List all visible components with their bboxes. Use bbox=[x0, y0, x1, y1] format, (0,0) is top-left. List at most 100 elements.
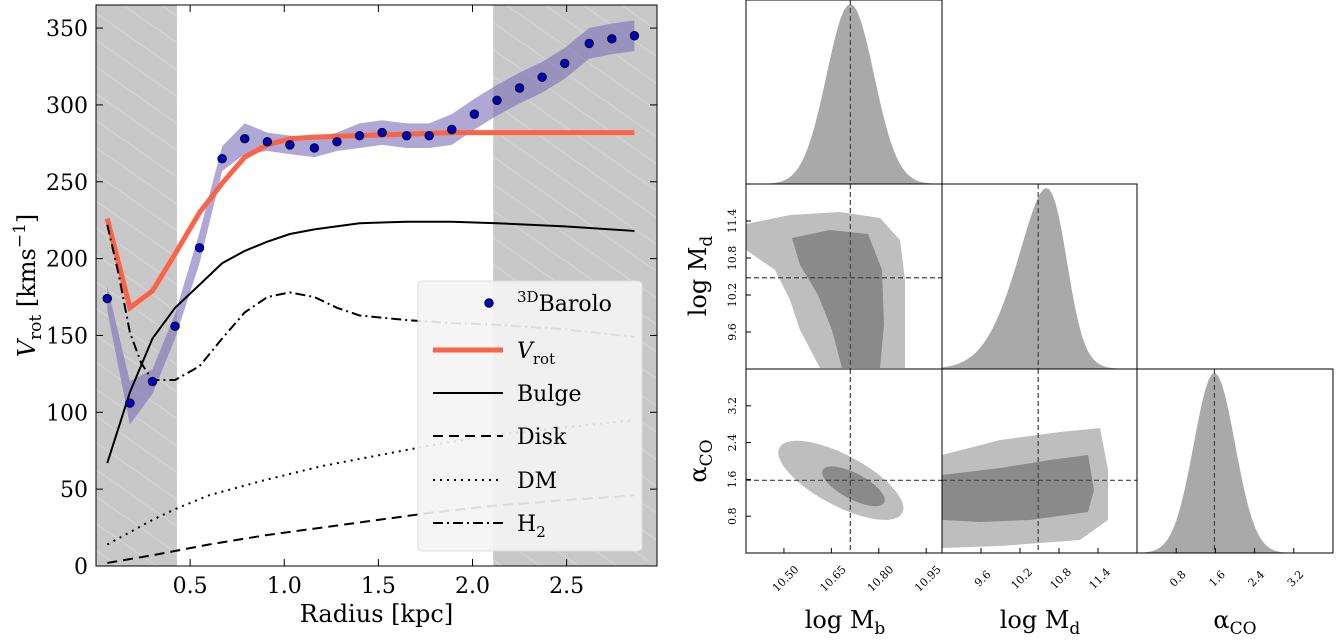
legend: 3DBarolo Vrot Bulge Disk DM H2 bbox=[417, 280, 643, 552]
plot-frame bbox=[95, 4, 658, 567]
rotation-curve-chart: 0.5 1.0 1.5 2.0 2.5 0 50 100 150 200 250 300 350 Radi… bbox=[10, 4, 658, 628]
x-tick-label: 10.8 bbox=[1048, 566, 1075, 593]
histogram-0 bbox=[746, 4, 942, 184]
barolo-point bbox=[285, 140, 295, 150]
x-tick-label: 10.95 bbox=[912, 563, 943, 594]
barolo-point bbox=[447, 124, 457, 135]
legend-vrot-line-label: Vrot bbox=[517, 339, 555, 368]
x-tick-label: 2.5 bbox=[549, 574, 584, 599]
barolo-point bbox=[125, 398, 135, 408]
barolo-point bbox=[377, 127, 387, 138]
y-tick-label: 100 bbox=[46, 401, 88, 426]
y-tick-label: 50 bbox=[60, 478, 88, 503]
barolo-point bbox=[217, 153, 227, 164]
bulge-line bbox=[106, 220, 635, 464]
barolo-point bbox=[401, 130, 412, 141]
y-tick-label: 10.2 bbox=[726, 283, 739, 308]
barolo-point bbox=[514, 83, 525, 93]
x-tick-label: 11.4 bbox=[1087, 566, 1114, 593]
barolo-point bbox=[469, 109, 480, 119]
x-tick-label: 2.0 bbox=[455, 574, 490, 599]
y-axis-label: Vrot [kms−1] bbox=[10, 214, 46, 358]
vrot-line bbox=[104, 130, 635, 313]
x-tick-label: 9.6 bbox=[972, 568, 994, 590]
contour-cell-1-0 bbox=[746, 212, 905, 368]
barolo-point bbox=[560, 58, 570, 69]
param-label-x-1-main: log M bbox=[1000, 606, 1070, 634]
y-tick-label: 11.4 bbox=[726, 209, 739, 234]
legend-disk-line-label: Disk bbox=[517, 425, 567, 450]
param-label-x-2-main: α bbox=[1213, 606, 1229, 634]
histogram-2 bbox=[1137, 373, 1333, 553]
y-tick-label: 150 bbox=[46, 324, 88, 349]
truth-cell-2-0 bbox=[746, 369, 942, 553]
y-tick-label: 200 bbox=[46, 248, 88, 273]
barolo-point bbox=[424, 130, 434, 141]
x-tick-label: 0.5 bbox=[173, 574, 208, 599]
panel-frame-2-2 bbox=[1136, 368, 1334, 554]
param-label-y-2-sub: CO bbox=[697, 439, 717, 466]
param-label-x-2: αCO bbox=[1213, 606, 1256, 637]
param-label-y-2: αCO bbox=[684, 439, 717, 482]
barolo-point bbox=[170, 321, 180, 331]
x-tick-label: 10.2 bbox=[1009, 566, 1036, 593]
y-tick-label: 250 bbox=[46, 171, 88, 196]
x-axis-label: Radius [kpc] bbox=[300, 600, 453, 628]
x-tick-label: 1.5 bbox=[361, 574, 396, 599]
barolo-point bbox=[262, 137, 273, 147]
legend-barolo-marker bbox=[484, 298, 494, 308]
x-tick-label: 1.6 bbox=[1206, 568, 1228, 590]
legend-bulge-line-label: Bulge bbox=[517, 382, 581, 407]
param-label-x-1: log Md bbox=[1000, 606, 1081, 637]
barolo-point bbox=[492, 95, 502, 105]
barolo-point bbox=[332, 137, 342, 147]
contour-inner bbox=[942, 455, 1094, 522]
legend-barolo-label: 3DBarolo bbox=[517, 288, 612, 317]
barolo-point bbox=[607, 34, 617, 44]
param-label-y-1-main: log M bbox=[684, 247, 712, 317]
truth-cell-2-1 bbox=[942, 369, 1137, 553]
y-tick-label: 300 bbox=[46, 94, 88, 119]
histogram-1 bbox=[942, 188, 1137, 369]
x-tick-label: 0.8 bbox=[1167, 568, 1189, 590]
y-tick-label: 3.2 bbox=[726, 397, 739, 415]
param-label-x-2-sub: CO bbox=[1230, 619, 1257, 637]
barolo-point bbox=[537, 72, 547, 82]
contour-cell-2-1 bbox=[942, 428, 1108, 548]
barolo-point bbox=[629, 31, 640, 41]
barolo-point bbox=[354, 130, 365, 141]
param-label-x-0: log Mb bbox=[805, 606, 886, 637]
x-tick-label: 10.65 bbox=[817, 563, 848, 594]
contour-inner bbox=[792, 230, 884, 368]
barolo-point bbox=[102, 293, 112, 304]
y-tick-label: 0 bbox=[74, 555, 88, 580]
param-label-y-1-sub: d bbox=[697, 236, 717, 247]
legend-box bbox=[417, 280, 643, 552]
barolo-point bbox=[240, 134, 250, 144]
x-tick-label: 2.4 bbox=[1246, 568, 1268, 590]
param-label-y-2-main: α bbox=[684, 466, 712, 482]
shaded-region-0 bbox=[96, 5, 177, 566]
hist-cell-1 bbox=[942, 188, 1137, 369]
x-tick-label: 10.50 bbox=[770, 563, 801, 594]
y-tick-label: 2.4 bbox=[726, 434, 739, 452]
param-label-x-0-main: log M bbox=[805, 606, 875, 634]
truth-cell-1-0 bbox=[746, 184, 942, 369]
hist-cell-0 bbox=[746, 4, 942, 184]
hist-cell-2 bbox=[1137, 373, 1333, 553]
contour-inner bbox=[822, 466, 885, 507]
param-label-y-1: log Md bbox=[684, 236, 717, 317]
corner-plot: 10.50 10.65 10.80 10.95 9.6 10.2 10.8 11.4 0.8 1.… bbox=[684, 0, 1334, 639]
x-tick-label: 10.80 bbox=[865, 563, 896, 594]
y-tick-label: 9.6 bbox=[726, 323, 739, 341]
y-tick-label: 0.8 bbox=[726, 507, 739, 525]
barolo-point bbox=[194, 243, 205, 253]
barolo-point bbox=[147, 376, 158, 387]
y-tick-label: 10.8 bbox=[726, 246, 739, 271]
barolo-point bbox=[584, 38, 594, 49]
y-tick-label: 350 bbox=[46, 17, 88, 42]
x-tick-label: 1.0 bbox=[267, 574, 302, 599]
legend-h2-line-label: H2 bbox=[517, 512, 546, 541]
legend-dm-line-label: DM bbox=[517, 469, 557, 494]
